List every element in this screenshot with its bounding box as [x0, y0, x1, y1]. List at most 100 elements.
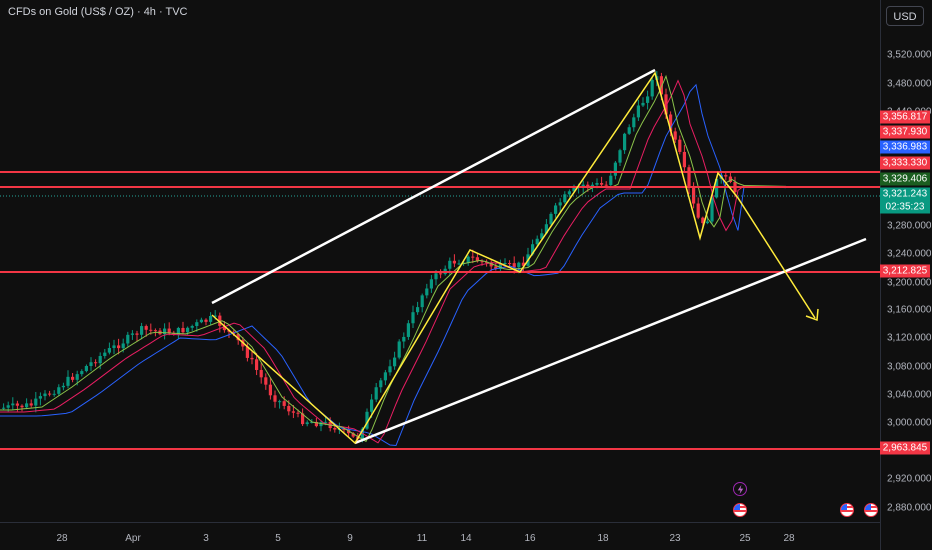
candle-body: [255, 359, 259, 370]
candle-body: [397, 341, 401, 358]
candle-body: [61, 385, 65, 388]
candle-body: [130, 333, 134, 335]
candle-body: [406, 323, 410, 337]
candle-body: [402, 336, 406, 342]
candle-body: [195, 322, 199, 327]
candle-body: [581, 184, 585, 187]
time-tick: 11: [416, 533, 428, 544]
candle-body: [374, 387, 378, 400]
candle-body: [245, 346, 249, 358]
candle-body: [11, 403, 15, 406]
time-tick: 3: [203, 533, 209, 544]
time-tick: 28: [56, 533, 68, 544]
candle-body: [222, 325, 226, 331]
candle-body: [264, 377, 268, 385]
candle-body: [365, 411, 369, 429]
time-tick: 5: [275, 533, 281, 544]
candle-body: [678, 139, 682, 152]
candle-body: [94, 362, 98, 364]
projection-zigzag: [211, 71, 816, 445]
time-tick: Apr: [125, 533, 141, 544]
candle-body: [540, 233, 544, 239]
currency-button[interactable]: USD: [886, 6, 924, 26]
candle-body: [71, 376, 75, 380]
candle-body: [351, 433, 355, 437]
us-flag-icon[interactable]: [840, 503, 854, 517]
candle-body: [650, 79, 654, 97]
candle-body: [710, 197, 714, 222]
candle-body: [167, 328, 171, 333]
candle-body: [199, 319, 203, 323]
candle-body: [664, 94, 668, 115]
us-flag-icon[interactable]: [864, 503, 878, 517]
candle-body: [25, 403, 29, 408]
candle-body: [411, 312, 415, 324]
candle-body: [452, 260, 456, 264]
candle-body: [724, 175, 728, 177]
candle-body: [669, 114, 673, 132]
candle-body: [512, 263, 516, 268]
candle-body: [632, 117, 636, 128]
candle-body: [135, 333, 139, 335]
price-tag-2963: 2,963.845: [880, 441, 930, 455]
candle-body: [273, 395, 277, 402]
time-tick: 25: [739, 533, 751, 544]
candle-body: [218, 315, 222, 326]
us-flag-icon[interactable]: [733, 503, 747, 517]
candle-body: [641, 102, 645, 106]
lightning-icon[interactable]: [733, 482, 747, 496]
candle-body: [590, 184, 594, 187]
candle-body: [416, 307, 420, 313]
candle-body: [448, 260, 452, 269]
candle-body: [250, 357, 254, 360]
candle-body: [480, 261, 484, 263]
chart-plot[interactable]: [0, 0, 880, 522]
candle-body: [29, 403, 33, 406]
candle-body: [475, 257, 479, 262]
candle-body: [236, 333, 240, 341]
candle-body: [181, 327, 185, 333]
candle-body: [595, 183, 599, 185]
channel-lower-line: [354, 237, 867, 445]
candle-body: [301, 413, 305, 425]
candle-body: [379, 380, 383, 388]
candle-body: [75, 374, 79, 380]
ma-fast-line: [0, 74, 787, 443]
price-tick: 3,000.000: [887, 417, 932, 429]
candle-body: [52, 393, 56, 395]
candle-body: [604, 184, 608, 186]
price-tag-3356: 3,356.817: [880, 110, 930, 124]
candle-body: [291, 411, 295, 413]
price-tick: 3,480.000: [887, 78, 932, 90]
candle-body: [494, 266, 498, 269]
candle-body: [687, 167, 691, 188]
candle-body: [429, 279, 433, 289]
candle-body: [6, 405, 10, 408]
time-axis[interactable]: 28 Apr 3 5 9 11 14 16 18 23 25 28: [0, 522, 880, 550]
candle-body: [572, 187, 576, 192]
candle-body: [20, 405, 24, 408]
candle-body: [209, 316, 213, 322]
candle-body: [701, 217, 705, 224]
time-tick: 23: [669, 533, 681, 544]
candle-body: [682, 151, 686, 168]
candle-body: [659, 76, 663, 95]
candle-body: [521, 262, 525, 266]
chart-area[interactable]: CFDs on Gold (US$ / OZ) · 4h · TVC: [0, 0, 880, 522]
price-tag-3333: 3,333.330: [880, 156, 930, 170]
candle-body: [149, 329, 153, 331]
candle-body: [696, 203, 700, 218]
candle-body: [140, 326, 144, 335]
candle-body: [609, 175, 613, 185]
candle-body: [425, 288, 429, 296]
price-tick: 2,880.000: [887, 502, 932, 514]
candle-body: [503, 263, 507, 265]
candle-body: [618, 150, 622, 163]
candle-body: [457, 263, 461, 265]
candle-body: [554, 205, 558, 214]
time-tick: 14: [460, 533, 472, 544]
price-tick: 3,280.000: [887, 220, 932, 232]
candle-body: [498, 263, 502, 269]
candle-body: [213, 315, 217, 317]
candle-body: [2, 407, 6, 409]
